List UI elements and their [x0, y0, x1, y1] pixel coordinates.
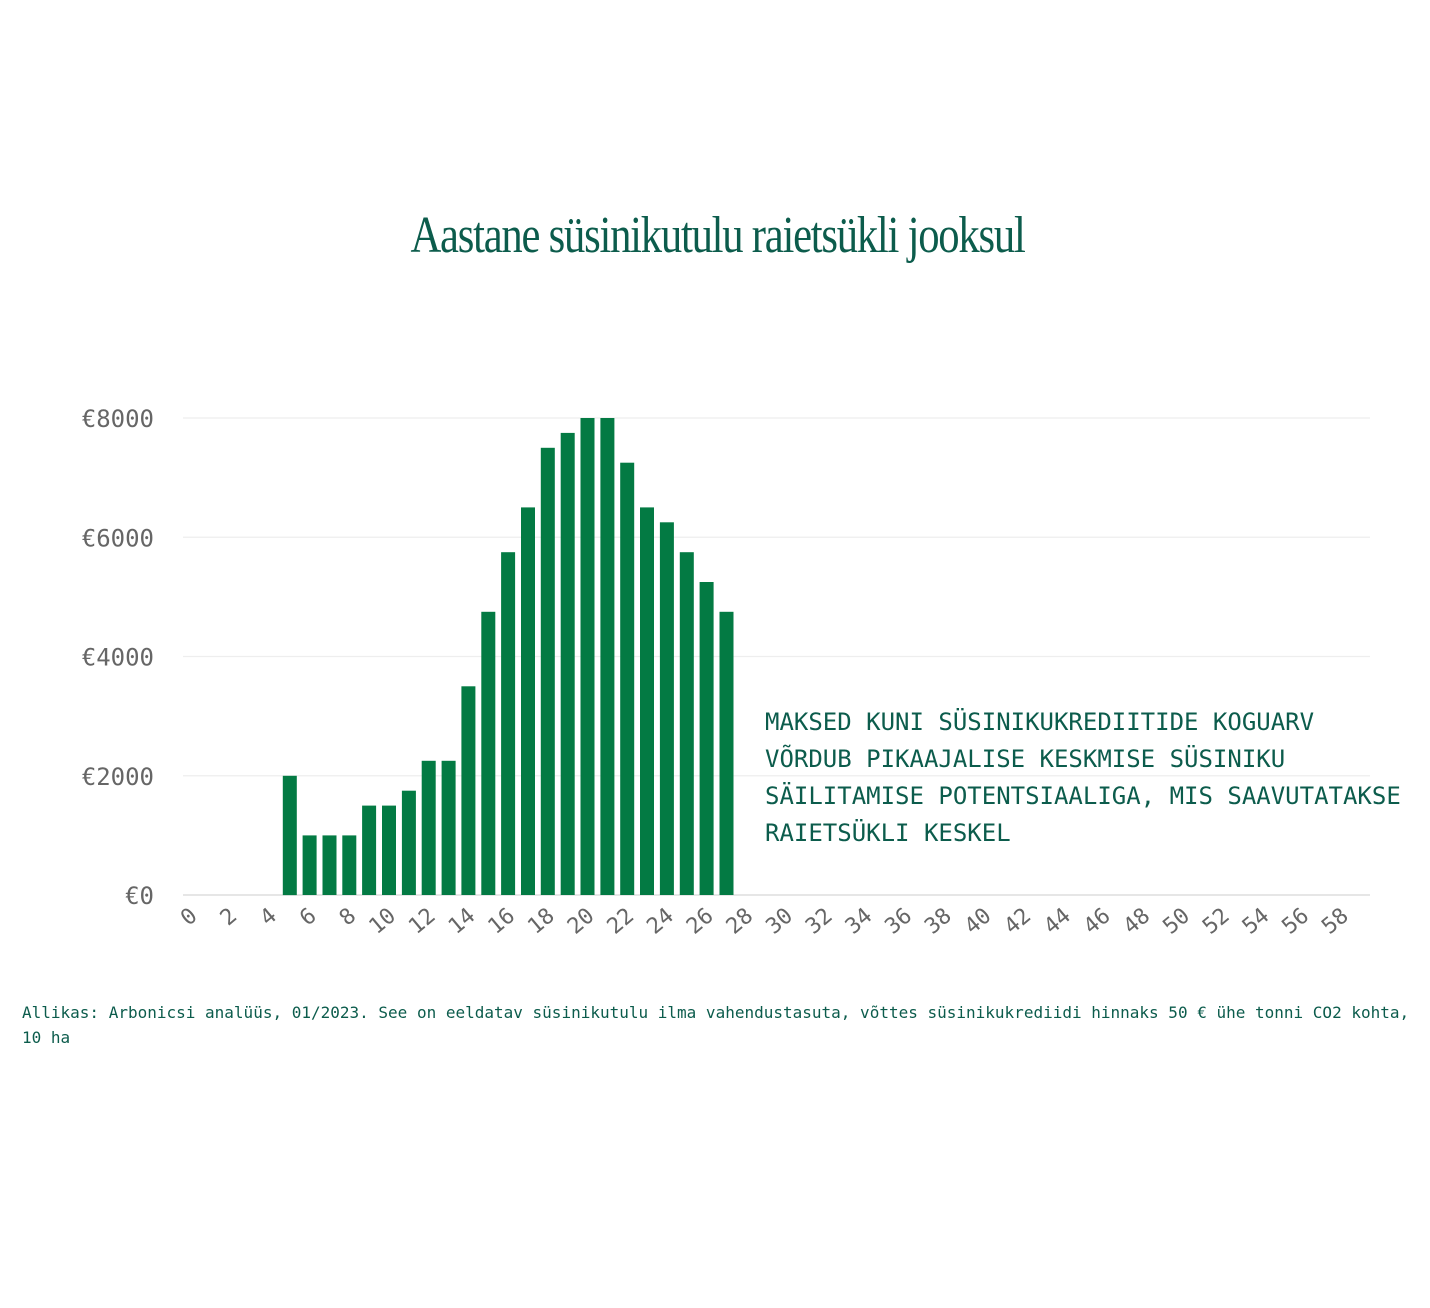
bar: [600, 418, 615, 895]
bar: [521, 507, 535, 895]
x-tick-label: 18: [523, 903, 559, 939]
bar: [282, 775, 297, 896]
grid-lines: [183, 417, 1370, 896]
x-tick-label: 42: [1000, 903, 1036, 939]
x-tick-label: 24: [642, 903, 678, 939]
x-tick-label: 58: [1317, 903, 1353, 939]
bar: [659, 522, 674, 895]
bar: [322, 835, 337, 895]
x-tick-label: 28: [722, 903, 758, 939]
x-tick-label: 2: [216, 903, 242, 931]
bar: [401, 790, 416, 895]
x-tick-label: 16: [484, 903, 520, 939]
y-tick-label: €6000: [82, 524, 154, 552]
bar: [679, 552, 694, 895]
bar: [580, 418, 595, 895]
y-tick-label: €4000: [82, 644, 154, 672]
chart-title: Aastane süsinikutulu raietsükli jooksul: [410, 207, 1025, 264]
x-tick-label: 30: [761, 903, 797, 939]
x-tick-label: 54: [1238, 903, 1274, 939]
x-tick-label: 56: [1278, 903, 1314, 939]
x-tick-label: 38: [920, 903, 956, 939]
y-tick-label: €8000: [82, 405, 154, 433]
x-tick-label: 32: [801, 903, 837, 939]
x-tick-label: 14: [444, 903, 480, 939]
x-tick-label: 0: [176, 903, 202, 931]
x-tick-label: 44: [1039, 903, 1075, 939]
bar: [699, 582, 714, 895]
x-tick-label: 26: [682, 903, 718, 939]
bar: [382, 805, 396, 895]
bar: [481, 611, 496, 895]
bar: [421, 760, 436, 895]
bar: [342, 835, 357, 895]
x-tick-label: 4: [256, 903, 282, 931]
bar: [461, 686, 476, 895]
x-axis-ticks: 0 2 4 6 8 10 12 14 16 18 20 22 24 26 28 30 32 34 36 38 40 42 4…: [176, 903, 1354, 939]
bar: [560, 432, 575, 895]
bar: [302, 835, 317, 895]
x-tick-label: 12: [404, 903, 440, 939]
bar: [441, 760, 456, 895]
x-tick-label: 48: [1119, 903, 1155, 939]
x-tick-label: 22: [603, 903, 639, 939]
x-tick-label: 40: [960, 903, 996, 939]
bar: [620, 462, 635, 895]
bar: [540, 447, 555, 895]
x-tick-label: 34: [841, 903, 877, 939]
y-axis-ticks: €0 €2000 €4000 €6000 €8000: [82, 405, 154, 910]
bars: [282, 418, 734, 896]
source-note: Allikas: Arbonicsi analüüs, 01/2023. See…: [22, 1003, 1410, 1047]
bar: [501, 552, 516, 895]
x-tick-label: 52: [1198, 903, 1234, 939]
x-tick-label: 36: [881, 903, 917, 939]
bar: [640, 507, 654, 895]
y-tick-label: €0: [125, 882, 154, 910]
x-tick-label: 20: [563, 903, 599, 939]
x-tick-label: 50: [1158, 903, 1194, 939]
bar: [362, 805, 377, 895]
bar: [719, 611, 734, 895]
x-tick-label: 46: [1079, 903, 1115, 939]
x-tick-label: 10: [364, 903, 400, 939]
x-tick-label: 6: [295, 903, 321, 931]
chart-annotation: Maksed kuni süsinikukrediitide koguarv v…: [765, 708, 1401, 847]
y-tick-label: €2000: [82, 763, 154, 791]
x-tick-label: 8: [335, 903, 361, 931]
